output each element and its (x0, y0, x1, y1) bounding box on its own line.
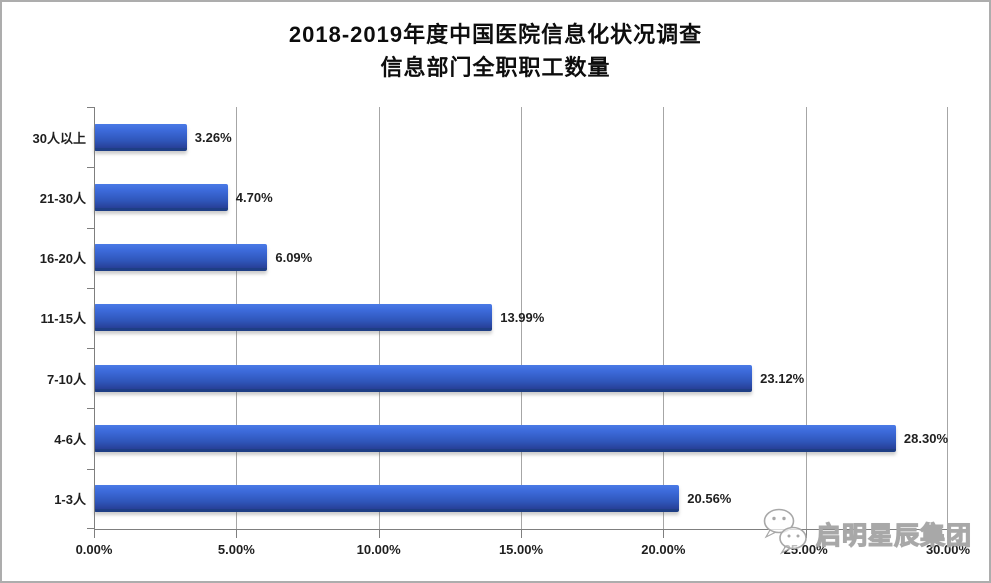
data-label-16-20: 6.09% (275, 250, 313, 266)
bar-1-3 (94, 485, 680, 513)
data-label-21-30: 4.70% (235, 189, 273, 205)
x-tick-label: 10.00% (356, 542, 401, 557)
category-label-30plus: 30人以上 (32, 130, 86, 146)
data-label-4-6: 28.30% (903, 431, 948, 447)
x-axis-tick (805, 530, 807, 538)
gridline-25pct (805, 107, 807, 529)
x-tick-label: 15.00% (498, 542, 544, 557)
x-tick-label: 25.00% (783, 542, 828, 557)
x-axis-line (94, 529, 948, 530)
x-tick-label: 5.00% (217, 542, 255, 557)
bar-30plus (94, 123, 187, 151)
x-axis-tick (947, 530, 948, 538)
y-axis-line (94, 107, 95, 529)
bar-row: 7-10人 23.12% (47, 348, 948, 408)
category-label-1-3: 1-3人 (54, 492, 86, 508)
gridline-20pct (663, 107, 665, 529)
bar-7-10 (94, 364, 753, 392)
bar-row: 1-3人 20.56% (54, 469, 948, 529)
data-label-11-15: 13.99% (500, 310, 545, 326)
y-axis-tick (87, 348, 94, 350)
x-axis-tick (236, 530, 238, 538)
y-axis-tick (87, 107, 94, 108)
category-label-7-10: 7-10人 (46, 371, 86, 387)
x-tick-label: 0.00% (75, 542, 113, 557)
bar-16-20 (94, 244, 268, 272)
category-label-16-20: 16-20人 (39, 251, 86, 267)
y-axis-tick (87, 167, 94, 169)
x-axis-tick (663, 530, 665, 538)
y-axis-tick (87, 528, 94, 529)
x-tick-label: 20.00% (641, 542, 686, 557)
bar-rows: 30人以上 3.26% 21-30人 4.70% 16-20人 6.09% 11… (33, 107, 948, 529)
x-axis-tick (378, 530, 380, 538)
category-label-21-30: 21-30人 (39, 190, 86, 206)
x-axis-tick (94, 530, 95, 538)
bar-row: 11-15人 13.99% (40, 288, 948, 348)
y-axis-tick (87, 227, 94, 229)
chart-title: 2018-2019年度中国医院信息化状况调查 信息部门全职职工数量 (2, 18, 989, 84)
y-axis-tick (87, 468, 94, 470)
data-label-1-3: 20.56% (687, 491, 732, 507)
x-tick-label: 30.00% (925, 542, 971, 557)
x-axis-tick (521, 530, 522, 538)
plot-area: 30人以上 3.26% 21-30人 4.70% 16-20人 6.09% 11… (33, 107, 948, 538)
x-axis-labels: 0.00% 5.00% 10.00% 15.00% 20.00% 25.00% … (76, 542, 970, 558)
gridline-30pct (947, 107, 948, 529)
category-label-11-15: 11-15人 (40, 311, 86, 327)
category-label-4-6: 4-6人 (54, 432, 86, 448)
bar-row: 30人以上 3.26% (33, 107, 948, 167)
gridline-15pct (521, 107, 522, 529)
y-axis-tick (87, 408, 94, 410)
bar-row: 4-6人 28.30% (54, 408, 948, 468)
data-label-30plus: 3.26% (194, 129, 232, 145)
data-label-7-10: 23.12% (760, 370, 805, 386)
bar-21-30 (94, 183, 228, 211)
chart-title-line2: 信息部门全职职工数量 (380, 55, 611, 80)
chart-title-line1: 2018-2019年度中国医院信息化状况调查 (288, 22, 703, 47)
bar-row: 21-30人 4.70% (40, 167, 948, 227)
bar-11-15 (94, 304, 493, 332)
bar-4-6 (94, 425, 896, 453)
bar-row: 16-20人 6.09% (40, 228, 948, 288)
y-axis-tick (87, 287, 94, 289)
